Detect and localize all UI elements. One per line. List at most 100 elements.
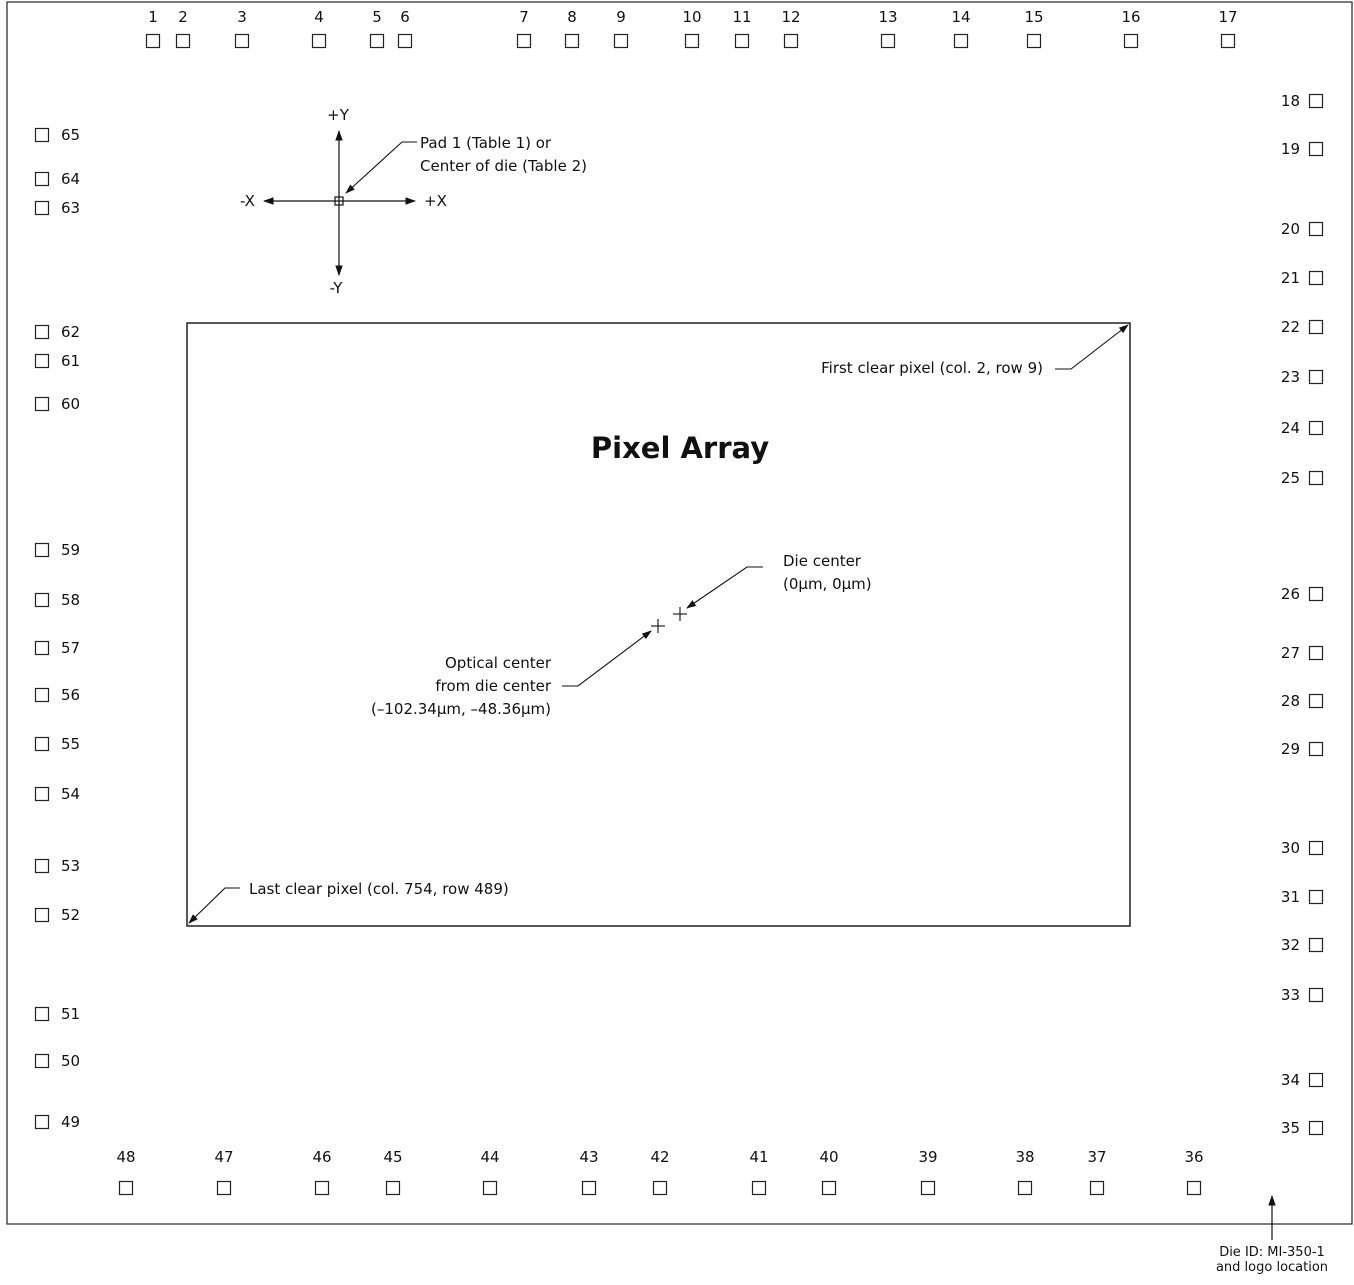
die-id-label: Die ID: MI-350-1 xyxy=(1219,1245,1325,1260)
pad-square-45 xyxy=(385,1180,401,1196)
pad-square-34 xyxy=(1308,1072,1324,1088)
pad-label-23: 23 xyxy=(1280,368,1300,386)
pad-square-38 xyxy=(1017,1180,1033,1196)
first-clear-pixel-label: First clear pixel (col. 2, row 9) xyxy=(821,359,1043,377)
pad-square-62 xyxy=(34,324,50,340)
pad-label-47: 47 xyxy=(214,1148,234,1166)
pad-square-14 xyxy=(953,33,969,49)
die-outline xyxy=(6,1,1353,1225)
pad-square-48 xyxy=(118,1180,134,1196)
pad-square-7 xyxy=(516,33,532,49)
pad-square-3 xyxy=(234,33,250,49)
pad-label-64: 64 xyxy=(61,170,81,188)
pad-label-40: 40 xyxy=(819,1148,839,1166)
pad-square-63 xyxy=(34,200,50,216)
pad-square-1 xyxy=(145,33,161,49)
pad-square-47 xyxy=(216,1180,232,1196)
pad-label-2: 2 xyxy=(178,8,188,26)
pad-square-4 xyxy=(311,33,327,49)
pad-label-45: 45 xyxy=(383,1148,403,1166)
pad-label-25: 25 xyxy=(1280,469,1300,487)
pad-square-12 xyxy=(783,33,799,49)
pad-label-7: 7 xyxy=(519,8,529,26)
plus-x-label: +X xyxy=(424,192,447,210)
pad-square-10 xyxy=(684,33,700,49)
pad-square-39 xyxy=(920,1180,936,1196)
pad-label-4: 4 xyxy=(314,8,324,26)
pad-square-56 xyxy=(34,687,50,703)
pad-label-16: 16 xyxy=(1121,8,1141,26)
pad-square-6 xyxy=(397,33,413,49)
pad-label-11: 11 xyxy=(732,8,752,26)
pad-square-57 xyxy=(34,640,50,656)
pad-square-2 xyxy=(175,33,191,49)
pad-square-61 xyxy=(34,353,50,369)
pad-label-50: 50 xyxy=(61,1052,81,1070)
pad-label-10: 10 xyxy=(682,8,702,26)
pad-label-22: 22 xyxy=(1280,318,1300,336)
pad-label-1: 1 xyxy=(148,8,158,26)
pad-label-63: 63 xyxy=(61,199,81,217)
pad-label-29: 29 xyxy=(1280,740,1300,758)
pad-label-41: 41 xyxy=(749,1148,769,1166)
last-clear-pixel-label: Last clear pixel (col. 754, row 489) xyxy=(249,880,509,898)
pad-square-35 xyxy=(1308,1120,1324,1136)
pad-square-52 xyxy=(34,907,50,923)
optical-center-leader xyxy=(562,630,652,687)
pad-square-11 xyxy=(734,33,750,49)
pad-square-20 xyxy=(1308,221,1324,237)
pad-square-31 xyxy=(1308,889,1324,905)
pad-label-62: 62 xyxy=(61,323,81,341)
pad-square-58 xyxy=(34,592,50,608)
pad-square-5 xyxy=(369,33,385,49)
pad-label-57: 57 xyxy=(61,639,81,657)
pad-label-56: 56 xyxy=(61,686,81,704)
pad-label-8: 8 xyxy=(567,8,577,26)
pad-square-33 xyxy=(1308,987,1324,1003)
pad-label-53: 53 xyxy=(61,857,81,875)
pad-square-37 xyxy=(1089,1180,1105,1196)
pad-square-26 xyxy=(1308,586,1324,602)
pad-square-8 xyxy=(564,33,580,49)
pad-label-51: 51 xyxy=(61,1005,81,1023)
pad-label-6: 6 xyxy=(400,8,410,26)
pad-label-27: 27 xyxy=(1280,644,1300,662)
pad-label-46: 46 xyxy=(312,1148,332,1166)
pad-label-60: 60 xyxy=(61,395,81,413)
pad-label-35: 35 xyxy=(1280,1119,1300,1137)
plus-y-label: +Y xyxy=(327,106,349,124)
pad-label-37: 37 xyxy=(1087,1148,1107,1166)
pad-label-12: 12 xyxy=(781,8,801,26)
pad-label-32: 32 xyxy=(1280,936,1300,954)
pad-square-42 xyxy=(652,1180,668,1196)
pad-square-13 xyxy=(880,33,896,49)
pad-square-43 xyxy=(581,1180,597,1196)
minus-y-label: -Y xyxy=(329,279,343,297)
pad-label-42: 42 xyxy=(650,1148,670,1166)
pad-square-65 xyxy=(34,127,50,143)
pad-label-58: 58 xyxy=(61,591,81,609)
pad-square-21 xyxy=(1308,270,1324,286)
logo-location-label: and logo location xyxy=(1215,1260,1329,1275)
pad-square-16 xyxy=(1123,33,1139,49)
pad-label-55: 55 xyxy=(61,735,81,753)
pad-square-59 xyxy=(34,542,50,558)
pad-square-64 xyxy=(34,171,50,187)
pixel-array-boundary xyxy=(186,322,1131,927)
pad-label-36: 36 xyxy=(1184,1148,1204,1166)
bond-pads xyxy=(34,33,1324,1196)
first-clear-leader xyxy=(1055,324,1129,370)
pad-label-33: 33 xyxy=(1280,986,1300,1004)
pad-square-32 xyxy=(1308,937,1324,953)
pad-label-52: 52 xyxy=(61,906,81,924)
pad-square-53 xyxy=(34,858,50,874)
pad-label-44: 44 xyxy=(480,1148,500,1166)
pad-label-15: 15 xyxy=(1024,8,1044,26)
pad-square-44 xyxy=(482,1180,498,1196)
pad-square-24 xyxy=(1308,420,1324,436)
pad-note-leader xyxy=(345,141,417,194)
pad-label-13: 13 xyxy=(878,8,898,26)
pad-label-34: 34 xyxy=(1280,1071,1300,1089)
pad-square-17 xyxy=(1220,33,1236,49)
die-center-label-1: Die center xyxy=(783,552,861,570)
